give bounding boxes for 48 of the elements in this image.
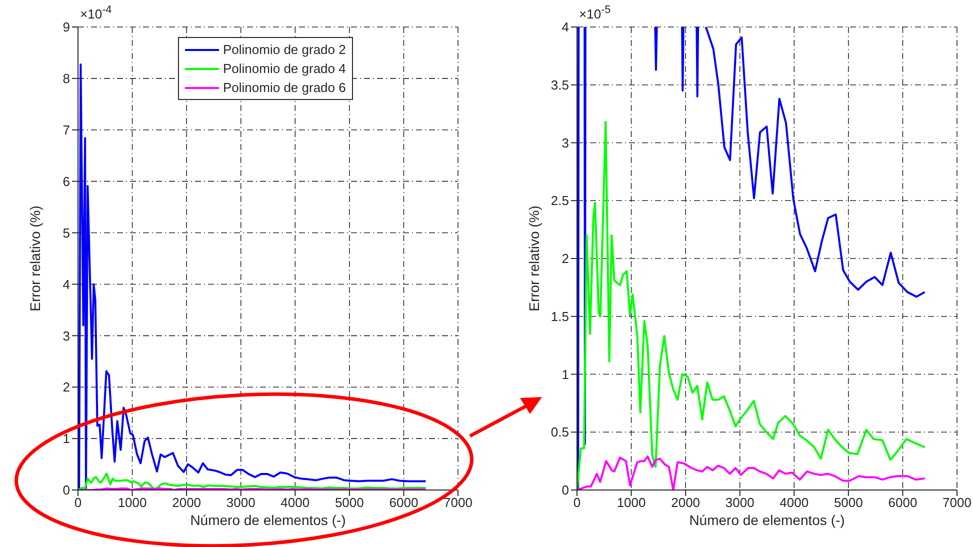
y-tick-label: 6 — [62, 174, 70, 189]
x-tick-label: 4000 — [280, 495, 310, 510]
y-tick-label: 0 — [62, 482, 70, 498]
y-tick-label: 1 — [62, 431, 70, 446]
x-tick-label: 7000 — [942, 495, 972, 510]
x-tick-label: 6000 — [888, 495, 918, 510]
y-tick-label: 3 — [62, 328, 70, 344]
x-tick-label: 3000 — [725, 495, 754, 510]
x-tick-label: 5000 — [334, 495, 364, 510]
x-tick-label: 7000 — [444, 495, 472, 510]
line-series — [78, 64, 427, 490]
y-tick-label: 4 — [62, 276, 70, 292]
y-tick-label: 1 — [562, 366, 569, 382]
x-axis-title: Número de elementos (-) — [689, 512, 845, 528]
y-tick-label: 9 — [62, 20, 70, 35]
y-axis-title: Error relativo (%) — [26, 206, 43, 312]
x-axis-title: Número de elementos (-) — [190, 512, 346, 528]
y-tick-label: 2 — [562, 251, 569, 266]
x-tick-label: 2000 — [172, 495, 202, 510]
legend-label: Polinomio de grado 6 — [223, 80, 346, 95]
y-tick-label: 0 — [562, 482, 569, 498]
y-axis-title: Error relativo (%) — [526, 206, 542, 312]
legend-label: Polinomio de grado 2 — [223, 42, 346, 57]
x-tick-label: 5000 — [834, 495, 863, 510]
line-series — [78, 472, 427, 490]
x-tick-label: 4000 — [780, 495, 809, 510]
x-tick-label: 0 — [74, 495, 82, 510]
y-tick-label: 2 — [62, 380, 70, 395]
y-tick-label: 2.5 — [550, 193, 569, 208]
line-series — [577, 120, 926, 490]
legend-label: Polinomio de grado 4 — [223, 61, 346, 76]
x-tick-label: 6000 — [389, 495, 418, 510]
x-tick-label: 3000 — [226, 495, 256, 510]
y-tick-label: 8 — [62, 71, 70, 86]
y-tick-label: 3 — [562, 135, 569, 150]
text: ×10$^{-4}$ — [80, 4, 112, 22]
x-tick-label: 1000 — [118, 495, 147, 510]
x-tick-label: 0 — [573, 495, 581, 510]
y-tick-label: 3.5 — [550, 77, 569, 92]
x-tick-label: 2000 — [671, 495, 700, 510]
line-series — [577, 455, 926, 490]
y-tick-label: 4 — [562, 20, 569, 35]
text: ×10$^{-5}$ — [579, 4, 611, 22]
y-tick-label: 0.5 — [550, 424, 569, 440]
y-tick-label: 7 — [62, 122, 70, 138]
y-tick-label: 5 — [62, 225, 70, 240]
x-tick-label: 1000 — [616, 495, 646, 510]
y-tick-label: 1.5 — [550, 308, 569, 324]
